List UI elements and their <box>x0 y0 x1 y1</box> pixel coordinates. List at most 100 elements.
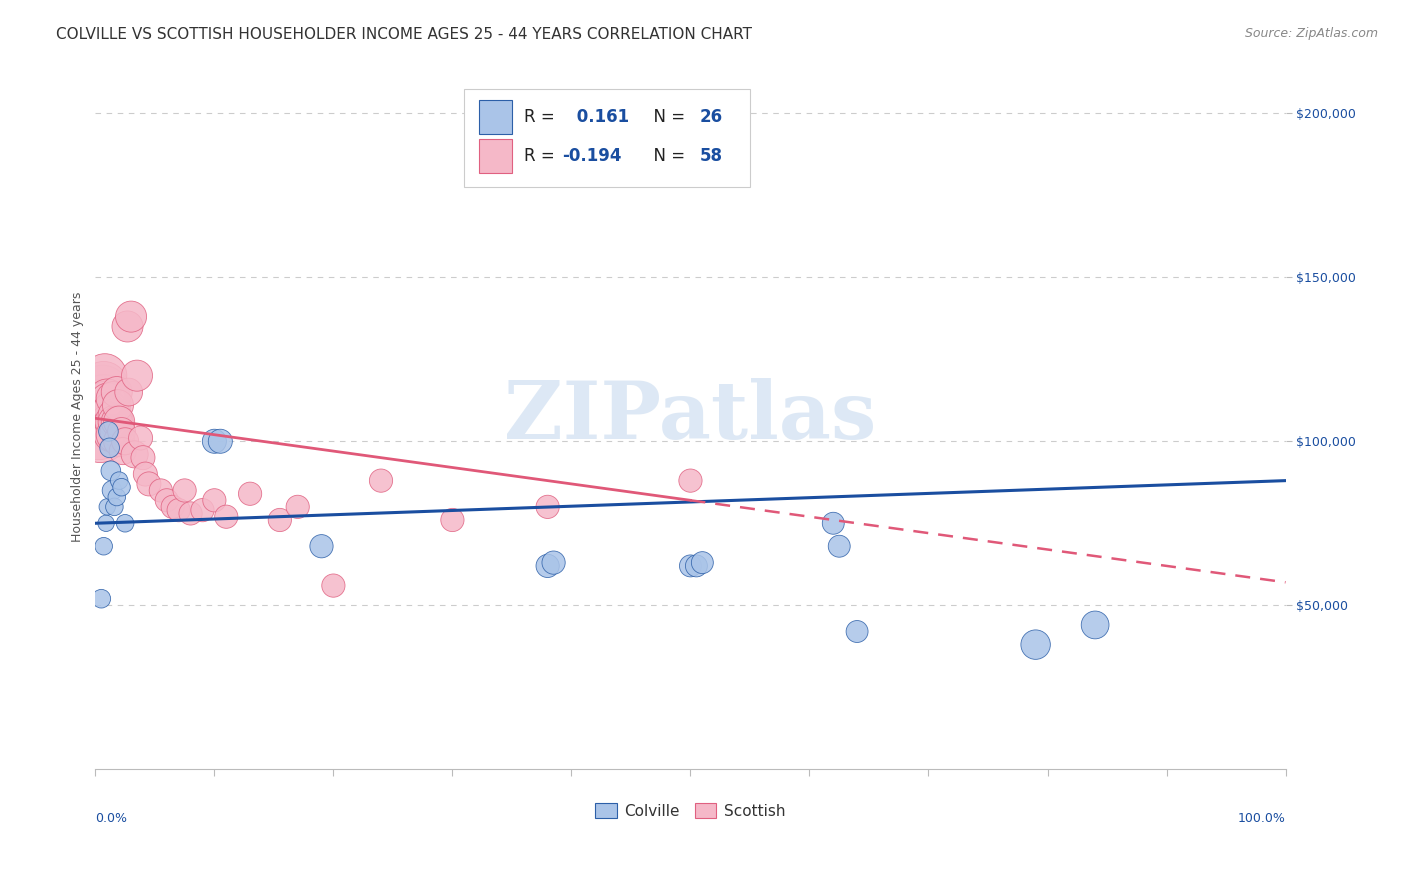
Text: N =: N = <box>643 147 690 165</box>
Point <box>94 395 117 409</box>
Point <box>536 500 558 514</box>
Point <box>162 500 184 514</box>
Point <box>1025 638 1047 652</box>
Point <box>90 401 112 416</box>
Point <box>138 476 160 491</box>
Point <box>108 434 131 449</box>
Point <box>93 539 115 553</box>
FancyBboxPatch shape <box>478 100 512 134</box>
Point <box>156 493 179 508</box>
Point <box>103 415 125 429</box>
Point <box>823 516 845 531</box>
FancyBboxPatch shape <box>478 139 512 173</box>
Legend: Colville, Scottish: Colville, Scottish <box>589 797 792 825</box>
Point <box>94 368 117 383</box>
Point <box>87 417 110 432</box>
Point <box>97 425 120 439</box>
Point <box>441 513 464 527</box>
Text: 58: 58 <box>700 147 723 165</box>
Point <box>287 500 309 514</box>
Point <box>91 385 114 400</box>
Point <box>543 556 565 570</box>
Point <box>215 509 238 524</box>
Point <box>107 398 129 412</box>
Point <box>692 556 714 570</box>
Text: 0.0%: 0.0% <box>96 812 128 824</box>
Text: R =: R = <box>524 108 560 126</box>
Point <box>180 507 202 521</box>
Point <box>118 385 141 400</box>
Point <box>93 378 115 392</box>
Point <box>311 539 333 553</box>
Point <box>125 368 148 383</box>
Point <box>100 464 122 478</box>
Point <box>209 434 232 449</box>
Point <box>105 490 128 504</box>
Point <box>108 474 131 488</box>
Point <box>103 427 125 442</box>
Point <box>202 434 225 449</box>
Point <box>191 503 214 517</box>
Text: R =: R = <box>524 147 560 165</box>
Point <box>269 513 291 527</box>
Point <box>167 503 190 517</box>
Point <box>98 425 121 439</box>
Point <box>96 392 118 406</box>
Point <box>96 415 118 429</box>
Text: 100.0%: 100.0% <box>1237 812 1285 824</box>
Point <box>536 558 558 573</box>
Point <box>110 480 132 494</box>
Text: 26: 26 <box>700 108 723 126</box>
Point <box>98 441 121 455</box>
Point <box>96 500 118 514</box>
Point <box>114 434 136 449</box>
Point <box>100 401 122 416</box>
Point <box>129 431 152 445</box>
Point <box>103 392 125 406</box>
Point <box>134 467 156 481</box>
Point <box>105 385 128 400</box>
Point <box>103 500 125 514</box>
Point <box>124 447 146 461</box>
Point <box>98 415 121 429</box>
Point <box>846 624 869 639</box>
Point <box>132 450 155 465</box>
Point <box>97 408 120 422</box>
Point <box>120 310 142 324</box>
Point <box>828 539 851 553</box>
Text: ZIPatlas: ZIPatlas <box>505 377 876 456</box>
Point <box>173 483 195 498</box>
Text: COLVILLE VS SCOTTISH HOUSEHOLDER INCOME AGES 25 - 44 YEARS CORRELATION CHART: COLVILLE VS SCOTTISH HOUSEHOLDER INCOME … <box>56 27 752 42</box>
Text: -0.194: -0.194 <box>562 147 621 165</box>
Point <box>108 415 131 429</box>
Point <box>104 425 127 439</box>
Point <box>117 319 139 334</box>
FancyBboxPatch shape <box>464 88 749 187</box>
Point <box>679 558 702 573</box>
Point <box>149 483 172 498</box>
Y-axis label: Householder Income Ages 25 - 44 years: Householder Income Ages 25 - 44 years <box>72 292 84 541</box>
Point <box>89 425 111 439</box>
Point <box>101 483 124 498</box>
Point <box>100 427 122 442</box>
Point <box>110 425 132 439</box>
Text: N =: N = <box>643 108 690 126</box>
Point <box>93 392 115 406</box>
Point <box>370 474 392 488</box>
Point <box>114 516 136 531</box>
Point <box>111 444 134 458</box>
Point <box>94 408 117 422</box>
Point <box>90 591 112 606</box>
Point <box>97 395 120 409</box>
Point <box>1084 618 1107 632</box>
Point <box>94 408 117 422</box>
Point <box>103 408 125 422</box>
Point <box>679 474 702 488</box>
Point <box>101 415 124 429</box>
Point <box>322 578 344 592</box>
Point <box>202 493 225 508</box>
Point <box>685 558 707 573</box>
Text: Source: ZipAtlas.com: Source: ZipAtlas.com <box>1244 27 1378 40</box>
Text: 0.161: 0.161 <box>571 108 630 126</box>
Point <box>94 516 117 531</box>
